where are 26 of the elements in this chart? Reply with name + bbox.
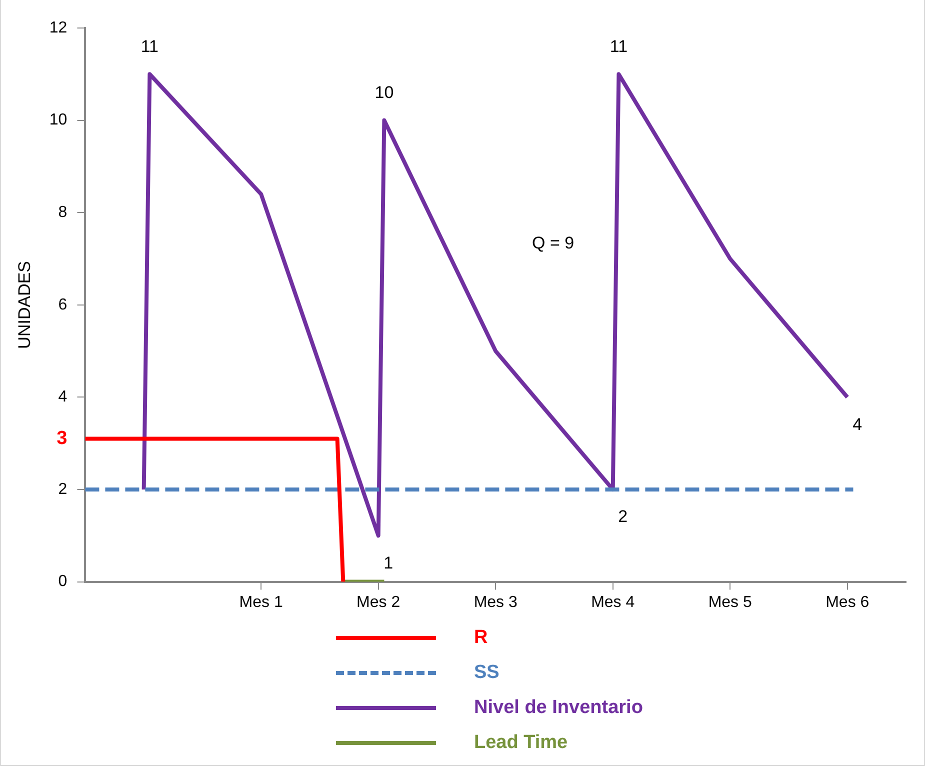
x-tick-label: Mes 3: [474, 594, 518, 611]
y-tick-label: 0: [58, 573, 68, 590]
text: SS: [474, 662, 500, 684]
data-label: 1: [384, 553, 394, 572]
x-tick-label: Mes 2: [356, 594, 400, 611]
data-label: 4: [852, 414, 862, 434]
x-tick-label: Mes 6: [826, 594, 870, 611]
data-label: 11: [140, 36, 159, 56]
x-tick-label: Mes 1: [239, 594, 283, 611]
text: Lead Time: [474, 732, 568, 754]
y-tick-label: 12: [49, 19, 68, 36]
y-tick-label: 10: [49, 112, 68, 129]
data-label: 2: [618, 507, 628, 526]
x-tick-label: Mes 5: [708, 594, 752, 611]
y-tick-label: 4: [58, 388, 68, 406]
y-tick-label: 8: [58, 204, 68, 222]
x-tick-label: Mes 4: [591, 594, 635, 611]
data-label: 10: [374, 82, 394, 102]
text: R: [474, 626, 488, 648]
data-label: 3: [56, 428, 68, 449]
y-tick-label: 6: [58, 296, 68, 314]
text: Nivel de Inventario: [474, 696, 643, 718]
data-label: 11: [610, 36, 628, 56]
y-axis-title: UNIDADES: [14, 260, 34, 349]
annotation: Q = 9: [532, 234, 574, 253]
y-tick-label: 2: [58, 480, 68, 498]
